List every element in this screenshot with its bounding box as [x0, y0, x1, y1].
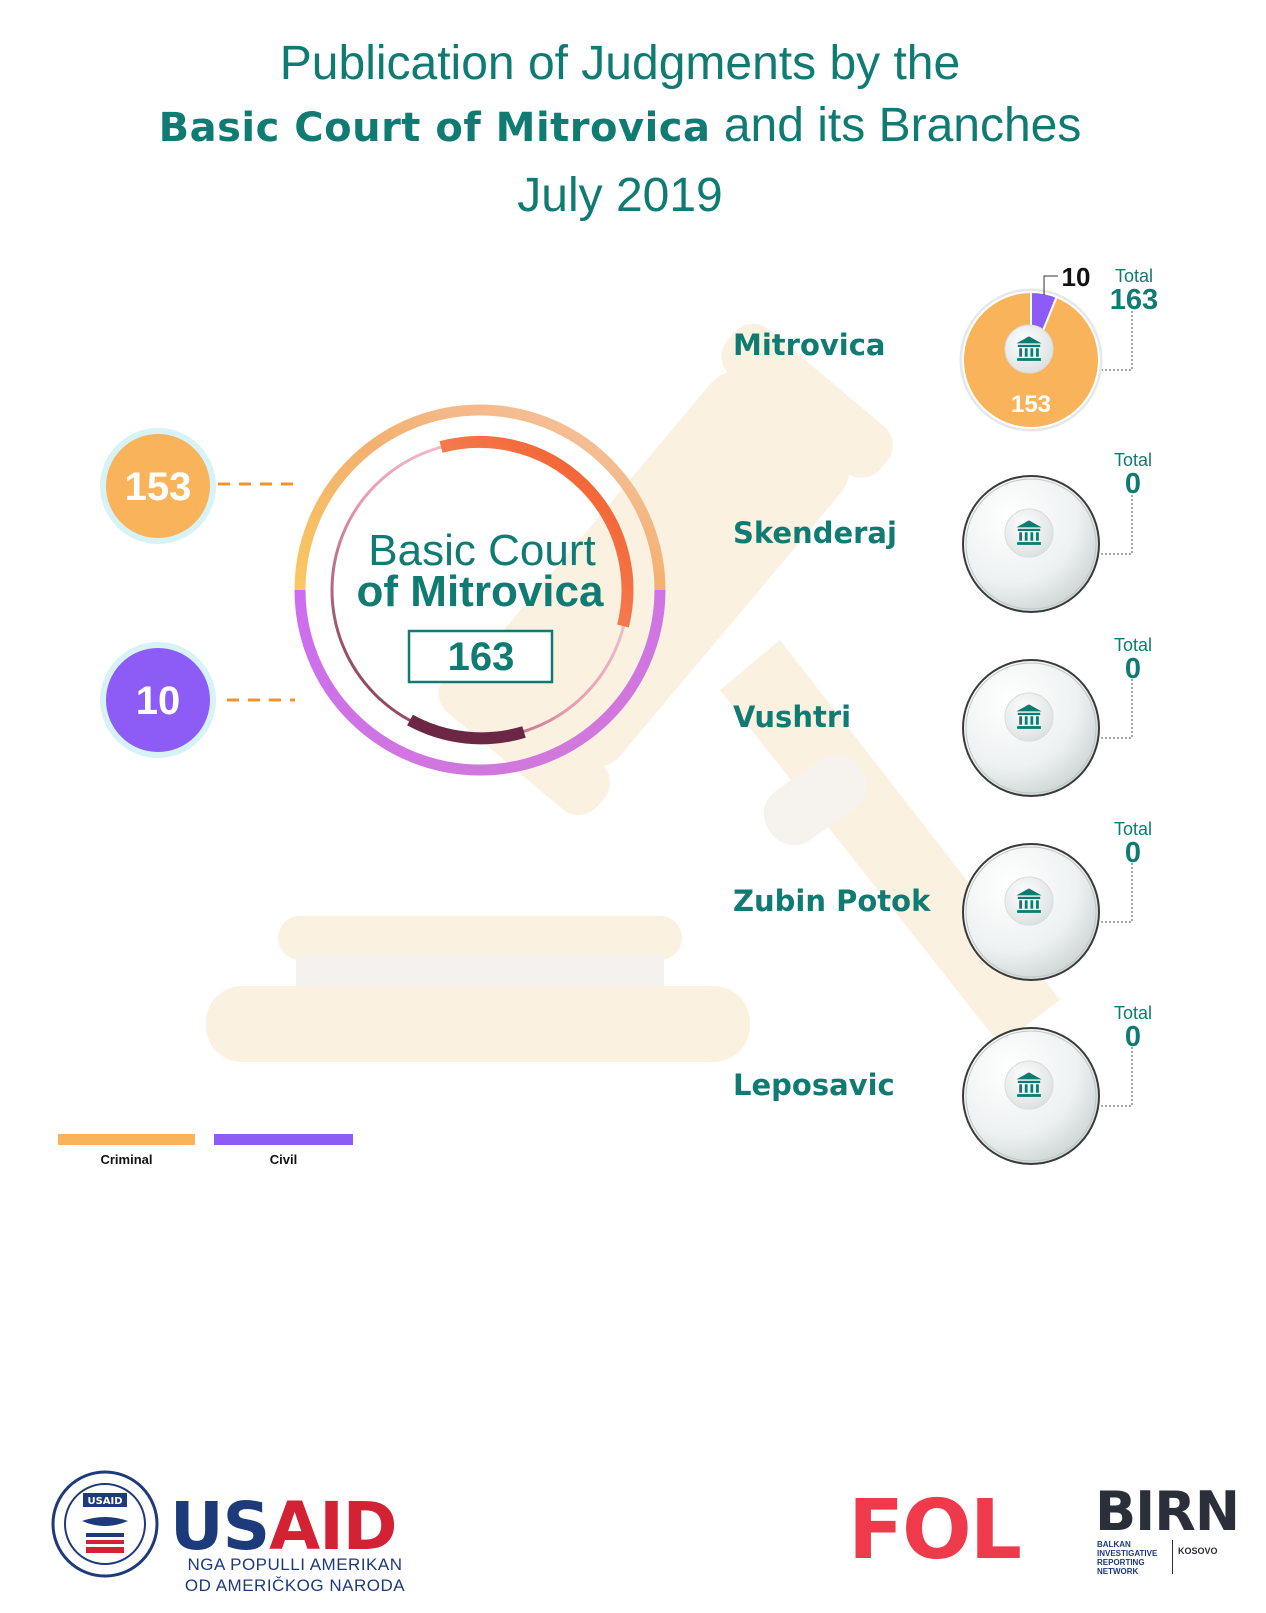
total-value-vushtri: 0	[1124, 653, 1142, 685]
total-label-mitrovica: Total	[1114, 266, 1154, 286]
total-leader-line-mitrovica	[1101, 310, 1133, 371]
courthouse-badge-zubin-potok	[1004, 876, 1054, 926]
branch-name-zubin-potok: Zubin Potok	[733, 884, 931, 918]
criminal-bubble-value: 153	[125, 465, 192, 509]
title-branches-text: and its Branches	[710, 99, 1082, 152]
civil-callout-line-mitrovica	[1043, 275, 1058, 295]
birn-divider	[1172, 1540, 1173, 1574]
inner-highlight-arc	[439, 435, 634, 628]
inner-dark-arc	[407, 714, 526, 745]
center-total-value: 163	[448, 635, 515, 679]
total-leader-line-zubin-potok	[1101, 862, 1133, 923]
title-court-name: Basic Court of Mitrovica	[158, 105, 711, 151]
branch-pie-leposavic	[962, 1027, 1133, 1165]
courthouse-badge-skenderaj	[1004, 508, 1054, 558]
birn-line-3: REPORTING	[1097, 1558, 1145, 1567]
birn-logo-subtitle: BALKAN INVESTIGATIVE REPORTING NETWORK	[1097, 1540, 1157, 1576]
total-value-mitrovica: 163	[1109, 284, 1159, 316]
civil-bubble-value: 10	[136, 679, 181, 723]
branch-pie-vushtri	[962, 659, 1133, 797]
usaid-logo-us: US	[170, 1488, 270, 1565]
title-line-2: Basic Court of Mitrovica and its Branche…	[0, 98, 1240, 153]
usaid-tagline-2: OD AMERIČKOG NARODA	[184, 1576, 406, 1595]
title-date: July 2019	[517, 169, 723, 222]
legend-criminal-swatch	[58, 1134, 195, 1145]
pie-slice-criminal-mitrovica	[962, 290, 1100, 429]
civil-outer-arc	[294, 589, 666, 776]
criminal-outer-arc	[294, 404, 666, 591]
center-total-box	[407, 629, 554, 684]
usaid-tagline-1: NGA POPULLI AMERIKAN	[187, 1555, 403, 1574]
total-leader-line-leposavic	[1101, 1046, 1133, 1107]
branch-pie-mitrovica: 10 153	[959, 262, 1133, 432]
usaid-seal-text: USAID	[87, 1496, 122, 1507]
branch-name-vushtri: Vushtri	[733, 700, 852, 734]
total-value-zubin-potok: 0	[1124, 837, 1142, 869]
empty-pie-rim-skenderaj	[965, 478, 1097, 610]
fol-logo: FOL	[848, 1483, 1022, 1578]
criminal-bubble: 153	[100, 428, 298, 544]
legend-criminal-label: Criminal	[100, 1152, 153, 1167]
courthouse-badge-leposavic	[1004, 1060, 1054, 1110]
courthouse-badge-vushtri	[1004, 692, 1054, 742]
total-leader-line-skenderaj	[1101, 494, 1133, 555]
civil-value-mitrovica: 10	[1062, 262, 1091, 292]
empty-pie-rim-leposavic	[965, 1030, 1097, 1162]
center-label-line1: Basic Court	[368, 526, 595, 575]
courthouse-badge-mitrovica	[1004, 324, 1054, 374]
legend-civil-swatch	[214, 1134, 353, 1145]
usaid-logo: USAID	[170, 1488, 398, 1565]
total-label-zubin-potok: Total	[1113, 819, 1153, 839]
birn-line-1: BALKAN	[1097, 1540, 1131, 1549]
birn-country: KOSOVO	[1178, 1546, 1218, 1556]
total-label-skenderaj: Total	[1113, 450, 1153, 470]
total-label-vushtri: Total	[1113, 635, 1153, 655]
branch-name-skenderaj: Skenderaj	[733, 516, 897, 550]
civil-bubble: 10	[100, 642, 295, 758]
title-line-1: Publication of Judgments by the	[279, 37, 961, 90]
birn-logo: BIRN	[1095, 1480, 1240, 1543]
empty-pie-rim-zubin-potok	[965, 846, 1097, 978]
empty-pie-rim-vushtri	[965, 662, 1097, 794]
usaid-logo-aid: AID	[269, 1488, 397, 1565]
usaid-seal-icon: USAID	[51, 1470, 159, 1578]
main-donut: Basic Court of Mitrovica 163	[294, 404, 666, 776]
total-value-leposavic: 0	[1124, 1021, 1142, 1053]
branch-pie-zubin-potok	[962, 843, 1133, 981]
branch-name-mitrovica: Mitrovica	[733, 328, 886, 362]
center-label-line2: of Mitrovica	[357, 567, 604, 616]
criminal-value-mitrovica: 153	[1011, 391, 1051, 418]
total-value-skenderaj: 0	[1124, 468, 1142, 500]
branch-name-leposavic: Leposavic	[733, 1068, 895, 1102]
total-label-leposavic: Total	[1113, 1003, 1153, 1023]
branch-pie-skenderaj	[962, 475, 1133, 613]
birn-line-2: INVESTIGATIVE	[1097, 1549, 1158, 1558]
birn-line-4: NETWORK	[1097, 1567, 1139, 1576]
total-leader-line-vushtri	[1101, 678, 1133, 739]
branch-pies: 10 153	[959, 262, 1133, 1165]
legend-civil-label: Civil	[269, 1152, 298, 1167]
